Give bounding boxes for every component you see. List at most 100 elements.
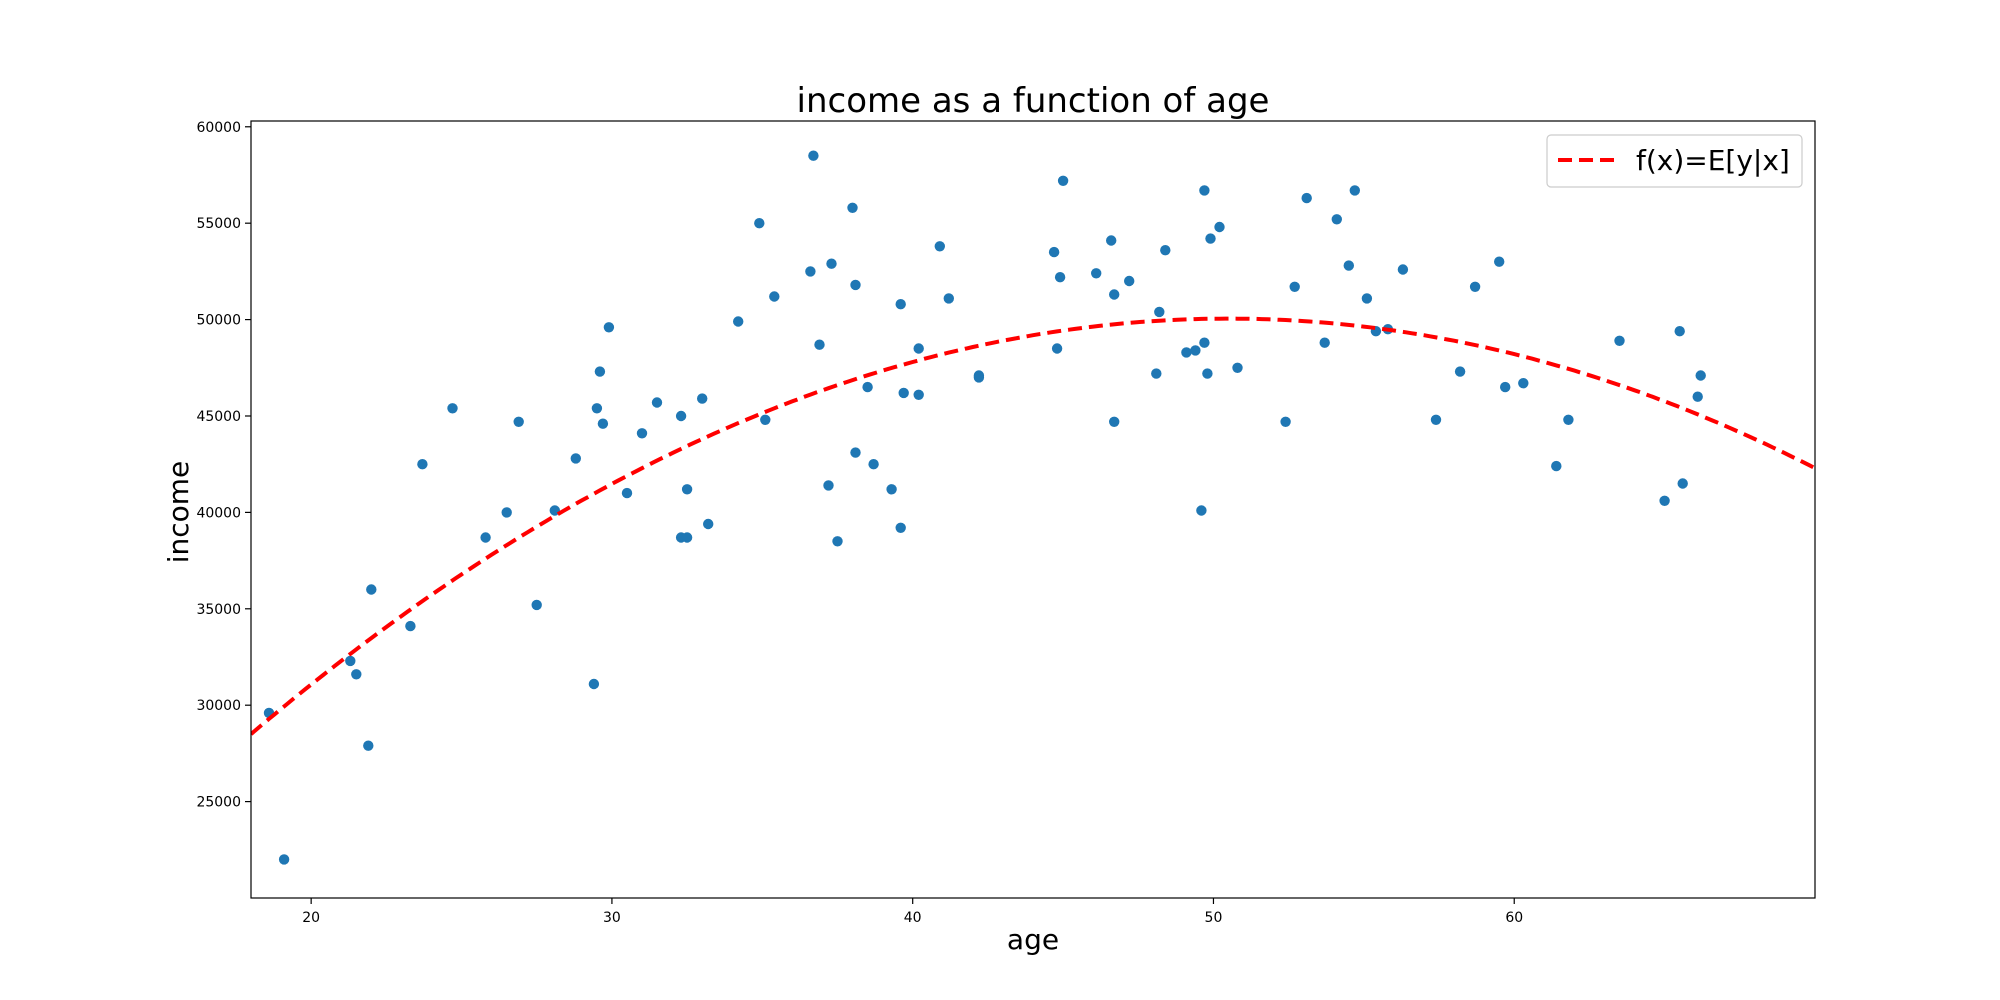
data-point [1151,368,1161,378]
data-point [896,299,906,309]
data-point [944,293,954,303]
data-point [733,316,743,326]
data-point [826,259,836,269]
data-point [805,266,815,276]
data-point [1109,289,1119,299]
data-point [1049,247,1059,257]
data-point [1190,345,1200,355]
data-point [1058,176,1068,186]
data-point [652,397,662,407]
data-point [914,343,924,353]
data-point [1154,307,1164,317]
data-point [850,447,860,457]
data-point [1455,366,1465,376]
data-point [1320,338,1330,348]
data-point [1678,478,1688,488]
y-axis-label: income [162,461,195,564]
y-tick-label: 35000 [196,602,241,618]
data-point [832,536,842,546]
y-tick-label: 30000 [196,698,241,714]
data-point [935,241,945,251]
data-point [850,280,860,290]
data-point [896,523,906,533]
data-point [1675,326,1685,336]
chart-title: income as a function of age [797,81,1270,121]
data-point [1551,461,1561,471]
data-point [351,669,361,679]
data-point [1160,245,1170,255]
data-point [1398,264,1408,274]
data-point [598,419,608,429]
x-tick-label: 50 [1205,910,1223,926]
data-point [697,393,707,403]
data-point [769,291,779,301]
data-point [1693,392,1703,402]
data-point [1196,505,1206,515]
y-axis: 25000 30000 35000 40000 45000 50000 55000 60000 [196,120,251,811]
data-point [1124,276,1134,286]
data-point [502,507,512,517]
data-point [363,741,373,751]
data-point [345,656,355,666]
x-axis: 20 30 40 50 60 [302,898,1523,926]
y-tick-label: 60000 [196,120,241,136]
data-point [1518,378,1528,388]
data-point [1302,193,1312,203]
data-point [1494,257,1504,267]
data-point [514,417,524,427]
data-point [1055,272,1065,282]
data-point [703,519,713,529]
fit-curve-line [251,319,1815,734]
data-point [589,679,599,689]
data-point [1431,415,1441,425]
data-point [914,390,924,400]
data-point [886,484,896,494]
y-tick-label: 25000 [196,795,241,811]
data-point [847,203,857,213]
data-point [823,480,833,490]
data-point [1500,382,1510,392]
data-point [1563,415,1573,425]
data-point [676,411,686,421]
data-point [1052,343,1062,353]
data-point [1091,268,1101,278]
legend: f(x)=E[y|x] [1547,135,1802,187]
data-point [1344,260,1354,270]
data-point [682,532,692,542]
data-point [417,459,427,469]
data-point [1109,417,1119,427]
data-point [366,584,376,594]
data-point [571,453,581,463]
scatter-points [264,151,1706,865]
data-point [532,600,542,610]
x-tick-label: 20 [302,910,320,926]
data-point [754,218,764,228]
data-point [899,388,909,398]
data-point [814,340,824,350]
data-point [1659,496,1669,506]
data-point [447,403,457,413]
data-point [1332,214,1342,224]
data-point [1614,336,1624,346]
data-point [405,621,415,631]
data-point [1181,347,1191,357]
data-point [279,854,289,864]
x-tick-label: 60 [1505,910,1523,926]
data-point [592,403,602,413]
data-point [974,370,984,380]
data-point [1232,363,1242,373]
y-tick-label: 50000 [196,313,241,329]
data-point [1199,338,1209,348]
data-point [1199,185,1209,195]
x-tick-label: 30 [603,910,621,926]
data-point [1470,282,1480,292]
x-axis-label: age [1007,923,1059,956]
data-point [862,382,872,392]
data-point [868,459,878,469]
data-point [1202,368,1212,378]
y-tick-label: 40000 [196,505,241,521]
data-point [1362,293,1372,303]
data-point [480,532,490,542]
data-point [1106,235,1116,245]
